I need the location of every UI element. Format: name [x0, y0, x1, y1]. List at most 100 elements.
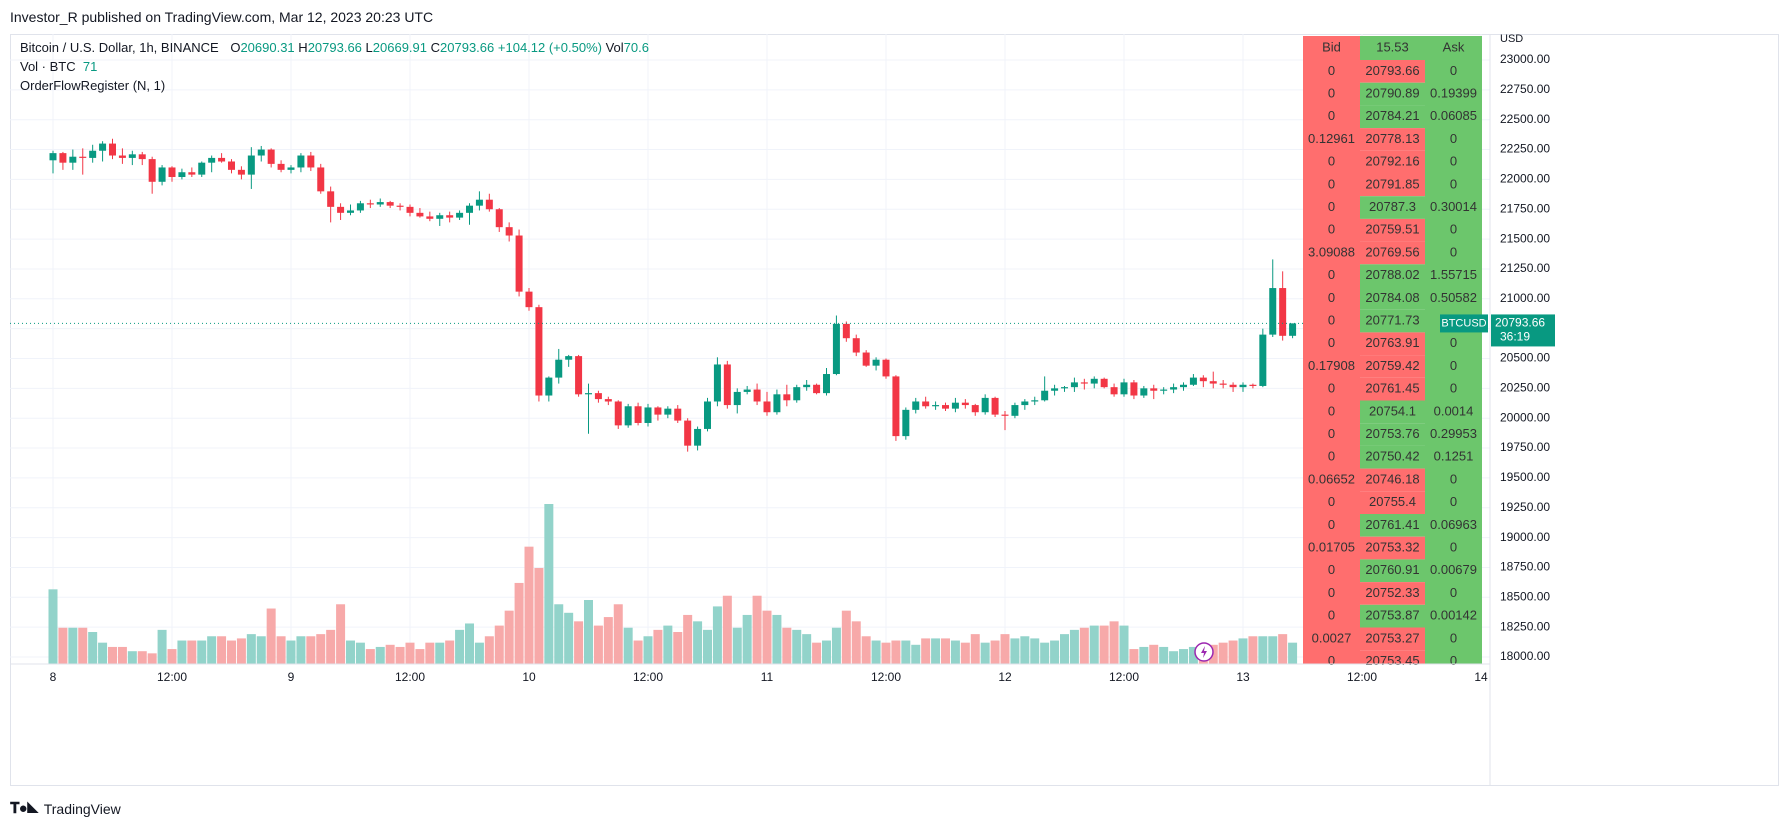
- candle-body[interactable]: [466, 205, 473, 213]
- candle-body[interactable]: [406, 206, 414, 213]
- candle-body[interactable]: [763, 401, 771, 413]
- candle-body[interactable]: [247, 155, 255, 175]
- candle-body[interactable]: [535, 307, 543, 396]
- tradingview-logo[interactable]: 𝐓●◣ TradingView: [10, 800, 121, 817]
- candle-body[interactable]: [158, 167, 166, 182]
- candle-body[interactable]: [109, 143, 116, 156]
- candle-body[interactable]: [436, 215, 444, 219]
- candle-body[interactable]: [327, 191, 335, 207]
- candle-body[interactable]: [198, 162, 206, 175]
- candle-body[interactable]: [1090, 378, 1098, 384]
- candle-body[interactable]: [545, 377, 553, 396]
- candle-body[interactable]: [1259, 334, 1267, 386]
- candle-body[interactable]: [1199, 377, 1207, 382]
- candle-body[interactable]: [684, 420, 692, 446]
- candle-body[interactable]: [1130, 382, 1138, 396]
- candle-body[interactable]: [1170, 387, 1178, 390]
- candle-body[interactable]: [694, 428, 702, 446]
- candle-body[interactable]: [485, 199, 493, 210]
- candle-body[interactable]: [69, 156, 77, 163]
- candle-body[interactable]: [555, 359, 563, 378]
- candle-body[interactable]: [614, 401, 622, 426]
- legend-ohlc-row[interactable]: Bitcoin / U.S. Dollar, 1h, BINANCE O2069…: [20, 38, 649, 57]
- candle-body[interactable]: [218, 157, 226, 162]
- candle-body[interactable]: [1189, 377, 1197, 385]
- candle-body[interactable]: [347, 210, 354, 213]
- candle-body[interactable]: [713, 364, 721, 402]
- candle-body[interactable]: [803, 384, 811, 388]
- candle-body[interactable]: [872, 359, 880, 366]
- candle-body[interactable]: [1249, 384, 1257, 386]
- candle-body[interactable]: [773, 394, 781, 413]
- candle-body[interactable]: [743, 389, 751, 392]
- candle-body[interactable]: [624, 406, 632, 426]
- candle-body[interactable]: [1150, 388, 1158, 391]
- candle-body[interactable]: [515, 235, 523, 292]
- candle-body[interactable]: [396, 205, 404, 207]
- symbol-tag[interactable]: [1440, 314, 1488, 333]
- candle-body[interactable]: [922, 401, 930, 407]
- candle-body[interactable]: [366, 203, 374, 205]
- candle-body[interactable]: [951, 402, 959, 409]
- candle-body[interactable]: [892, 376, 900, 437]
- candle-body[interactable]: [49, 153, 57, 161]
- candle-body[interactable]: [168, 167, 176, 178]
- candle-body[interactable]: [1269, 288, 1277, 335]
- candle-body[interactable]: [991, 397, 999, 415]
- legend-symbol[interactable]: Bitcoin / U.S. Dollar, 1h, BINANCE: [20, 40, 219, 55]
- candle-body[interactable]: [1209, 381, 1217, 384]
- legend-indicator-row[interactable]: OrderFlowRegister (N, 1): [20, 76, 649, 95]
- candle-body[interactable]: [1219, 383, 1227, 385]
- candle-body[interactable]: [634, 406, 642, 423]
- candle-body[interactable]: [942, 405, 949, 409]
- candle-body[interactable]: [971, 405, 979, 413]
- candle-body[interactable]: [862, 352, 870, 366]
- candle-body[interactable]: [981, 397, 989, 413]
- candle-body[interactable]: [1140, 388, 1148, 396]
- candle-body[interactable]: [426, 216, 434, 219]
- candle-body[interactable]: [79, 156, 87, 158]
- candle-body[interactable]: [416, 212, 424, 217]
- candle-body[interactable]: [1100, 378, 1108, 388]
- candle-body[interactable]: [882, 359, 890, 377]
- candle-body[interactable]: [475, 199, 483, 206]
- candle-body[interactable]: [297, 155, 305, 168]
- candle-body[interactable]: [1051, 388, 1059, 391]
- candle-body[interactable]: [505, 227, 513, 236]
- candle-body[interactable]: [575, 356, 583, 395]
- candle-body[interactable]: [852, 338, 860, 353]
- candle-body[interactable]: [337, 206, 345, 213]
- candle-body[interactable]: [664, 408, 672, 415]
- candle-body[interactable]: [704, 401, 711, 429]
- candle-body[interactable]: [99, 143, 107, 151]
- candle-body[interactable]: [89, 150, 97, 158]
- candle-body[interactable]: [842, 323, 850, 339]
- candle-body[interactable]: [495, 209, 503, 228]
- candle-body[interactable]: [753, 389, 761, 402]
- candle-body[interactable]: [178, 172, 186, 178]
- legend-volume-row[interactable]: Vol · BTC 71: [20, 57, 649, 76]
- candle-body[interactable]: [783, 394, 791, 401]
- legend-indicator[interactable]: OrderFlowRegister (N, 1): [20, 78, 166, 93]
- candle-body[interactable]: [1021, 401, 1029, 406]
- candle-body[interactable]: [902, 409, 910, 437]
- candle-body[interactable]: [1001, 414, 1009, 416]
- candle-body[interactable]: [138, 154, 146, 160]
- candle-body[interactable]: [961, 402, 969, 406]
- candle-body[interactable]: [585, 393, 592, 395]
- candle-body[interactable]: [565, 356, 573, 360]
- candle-body[interactable]: [446, 215, 454, 218]
- candle-body[interactable]: [1180, 384, 1187, 388]
- candle-body[interactable]: [594, 393, 602, 400]
- candle-body[interactable]: [257, 149, 265, 156]
- candle-body[interactable]: [307, 155, 315, 168]
- candle-body[interactable]: [237, 169, 245, 175]
- candle-body[interactable]: [912, 401, 920, 410]
- candle-body[interactable]: [456, 212, 464, 218]
- candle-body[interactable]: [277, 163, 285, 170]
- candle-body[interactable]: [356, 203, 364, 211]
- candle-body[interactable]: [1070, 382, 1078, 388]
- candle-body[interactable]: [208, 157, 216, 163]
- candle-body[interactable]: [1120, 382, 1128, 395]
